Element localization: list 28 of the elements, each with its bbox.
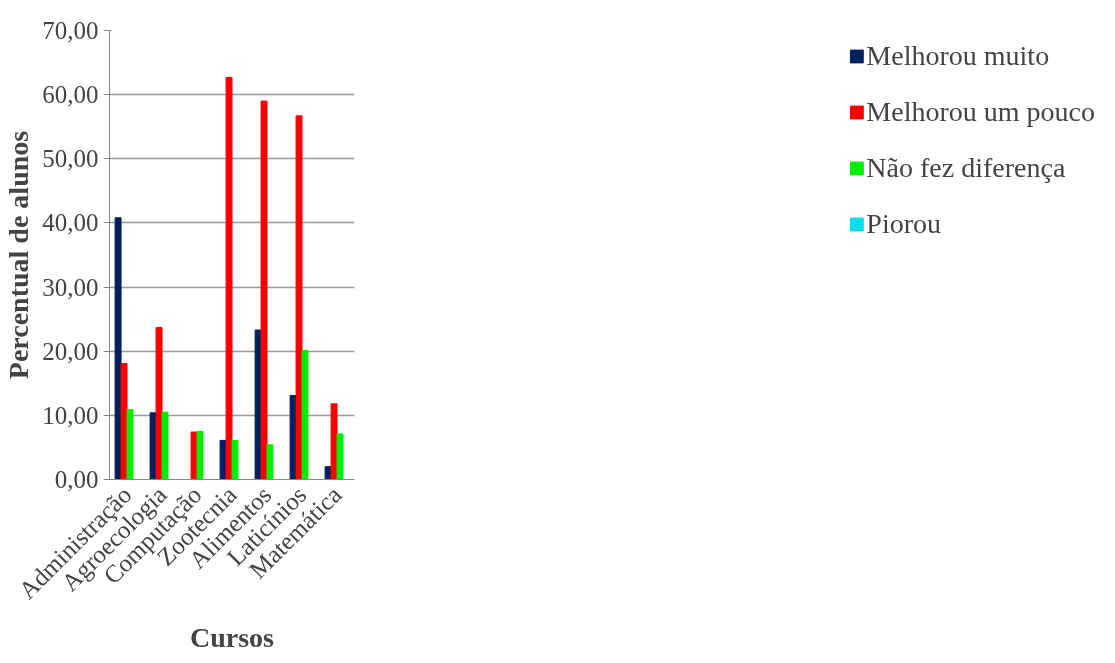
y-tick-label: 30,00 xyxy=(42,273,99,301)
y-tick-label: 40,00 xyxy=(42,209,99,237)
bar xyxy=(114,217,122,480)
bar xyxy=(301,350,309,480)
y-tick-label: 60,00 xyxy=(42,81,99,109)
bar xyxy=(231,439,239,480)
bar xyxy=(295,115,303,480)
legend-label: Melhorou um pouco xyxy=(866,96,1095,128)
bar xyxy=(196,430,204,480)
x-axis-title: Cursos xyxy=(189,621,275,653)
bar xyxy=(225,76,233,480)
bar xyxy=(330,403,338,480)
legend-label: Melhorou muito xyxy=(866,40,1050,72)
y-tick-label: 20,00 xyxy=(42,337,99,365)
legend-label: Piorou xyxy=(866,208,942,240)
y-axis-title: Percentual de alunos xyxy=(3,130,35,380)
bar xyxy=(126,409,134,480)
y-tick-label: 50,00 xyxy=(42,145,99,173)
legend-label: Não fez diferença xyxy=(866,152,1066,184)
bar xyxy=(266,444,274,480)
bar xyxy=(161,411,169,480)
y-tick-label: 10,00 xyxy=(42,401,99,429)
bar xyxy=(155,326,163,480)
y-tick-label: 70,00 xyxy=(42,17,99,44)
bar xyxy=(120,362,128,480)
bar xyxy=(336,433,344,480)
bar xyxy=(260,100,268,480)
y-tick-label: 0,00 xyxy=(54,466,99,493)
